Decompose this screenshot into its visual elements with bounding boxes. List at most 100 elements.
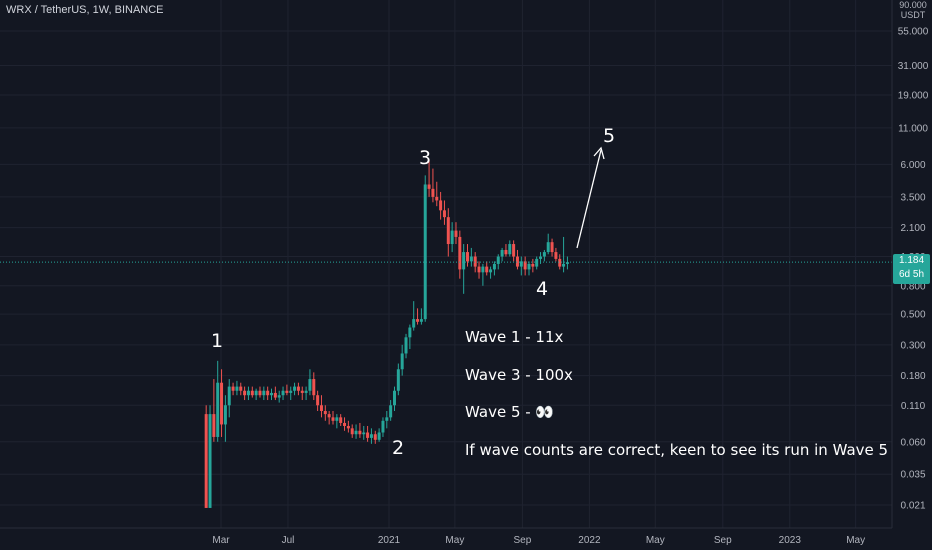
time-tick-label: Mar [212, 535, 230, 546]
time-tick-label: Sep [714, 535, 732, 546]
candle-body [212, 414, 216, 437]
candle-body [535, 258, 539, 267]
wave-3-label: 3 [419, 147, 432, 169]
price-tick-label: 0.035 [900, 470, 925, 481]
wave-5-arrow [576, 146, 605, 249]
price-axis-unit: 90.000 USDT [895, 0, 931, 20]
candle-body [523, 261, 527, 270]
candle-body [419, 319, 423, 322]
candle-body [316, 395, 320, 406]
candle-body [531, 263, 535, 267]
candle-body [362, 432, 366, 435]
time-tick-label: Jul [282, 535, 295, 546]
candle-body [423, 184, 427, 320]
candle-body [408, 327, 412, 338]
time-tick-label: Sep [514, 535, 532, 546]
time-tick-label: May [846, 535, 865, 546]
candle-body [327, 414, 331, 418]
candle-body [481, 266, 485, 273]
price-tick-label: 11.000 [898, 123, 928, 134]
candle-body [358, 430, 362, 435]
time-tick-label: May [646, 535, 665, 546]
candle-body [281, 390, 285, 396]
price-tick-label: 0.110 [901, 401, 926, 412]
candle-body [216, 382, 220, 437]
candle-body [515, 256, 519, 267]
price-tick-label: 0.800 [900, 281, 925, 292]
candle-body [270, 392, 274, 396]
candle-body [304, 390, 308, 393]
candle-body [208, 414, 212, 508]
candle-body [469, 256, 473, 262]
candle-body [273, 392, 277, 398]
candle-body [500, 249, 504, 257]
grid [0, 0, 892, 528]
candle-body [496, 256, 500, 264]
candle-body [373, 434, 377, 440]
candle-body [412, 319, 416, 328]
current-price-value: 1.184 [898, 255, 925, 267]
candle-body [539, 256, 543, 259]
candle-body [289, 390, 293, 393]
candle-body [235, 386, 239, 391]
price-axis[interactable]: 55.000 31.000 19.000 11.000 6.000 3.500 2.100 1… [898, 27, 929, 512]
candle-body [312, 379, 316, 396]
note-wave-count: If wave counts are correct, keen to see … [465, 441, 889, 459]
candle-body [343, 422, 347, 426]
time-tick-label: 2023 [779, 535, 802, 546]
candle-body [512, 244, 516, 257]
candle-body [431, 188, 435, 197]
time-axis[interactable]: Mar Jul 2021 May Sep 2022 May Sep 2023 May [212, 535, 865, 546]
candle-body [546, 242, 550, 253]
candle-body [504, 249, 508, 255]
price-tick-label: 3.500 [900, 192, 925, 203]
price-tick-label: 0.300 [900, 340, 925, 351]
chart-title: WRX / TetherUS, 1W, BINANCE [6, 4, 164, 16]
price-axis-top-tick: 90.000 [899, 0, 927, 10]
candle-body [323, 411, 327, 415]
candle-body [392, 390, 396, 406]
candle-body [446, 217, 450, 245]
wave-5-label: 5 [603, 125, 616, 147]
wave-4-label: 4 [536, 278, 549, 300]
candle-body [258, 390, 262, 396]
candle-body [473, 256, 477, 267]
candle-body [296, 386, 300, 391]
candle-body [562, 263, 566, 267]
candle-body [427, 184, 431, 189]
candle-body [442, 210, 446, 218]
candle-body [369, 434, 373, 438]
wave-2-label: 2 [392, 437, 405, 459]
note-wave-1: Wave 1 - 11x [465, 328, 564, 346]
current-price-badge[interactable]: 1.184 6d 5h [893, 254, 930, 285]
candle-body [300, 390, 304, 393]
candle-body [331, 417, 335, 421]
wave-1-label: 1 [211, 330, 224, 352]
candle-body [262, 390, 266, 396]
candle-body [254, 390, 258, 396]
candle-body [435, 196, 439, 201]
candle-body [246, 390, 250, 396]
candle-body [385, 417, 389, 421]
candle-body [450, 230, 454, 245]
candle-body [508, 244, 512, 255]
candle-body [416, 319, 420, 322]
candle-body [381, 420, 385, 433]
candle-body [335, 417, 339, 421]
candle-body [231, 386, 235, 391]
candle-body [220, 382, 224, 425]
candle-body [277, 395, 281, 398]
time-tick-label: 2021 [378, 535, 401, 546]
price-tick-label: 0.060 [900, 437, 925, 448]
price-tick-label: 0.021 [900, 501, 925, 512]
candle-body [404, 337, 408, 354]
candle-body [550, 242, 554, 253]
candle-body [554, 252, 558, 259]
time-tick-label: May [445, 535, 464, 546]
candle-body [243, 390, 247, 396]
price-tick-label: 0.500 [900, 310, 925, 321]
candle-body [377, 432, 381, 440]
candle-body [466, 252, 470, 262]
